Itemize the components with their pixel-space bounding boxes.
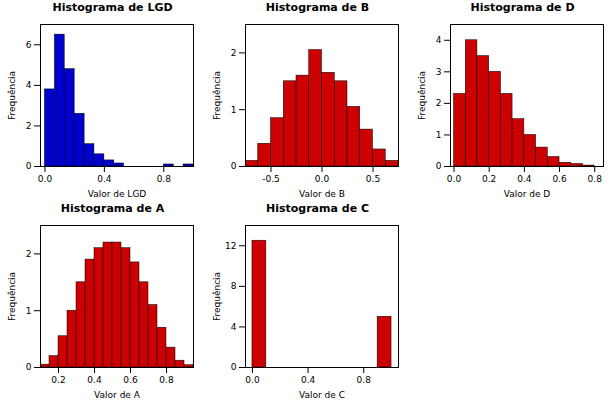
svg-text:Frequência: Frequência [212, 71, 222, 120]
html-text:Histograma de LGD: Histograma de LGD [52, 1, 173, 14]
html-text:Histograma de A: Histograma de A [60, 202, 165, 215]
svg-text:0.2: 0.2 [482, 174, 496, 184]
svg-text:3: 3 [436, 67, 442, 77]
svg-text:4: 4 [436, 35, 442, 45]
svg-text:2: 2 [436, 98, 442, 108]
svg-text:4: 4 [26, 80, 32, 90]
svg-text:2: 2 [26, 249, 32, 259]
svg-text:1: 1 [26, 306, 32, 316]
svg-text:0: 0 [231, 161, 237, 171]
svg-text:0: 0 [231, 362, 237, 372]
html-text:Histograma de D: Histograma de D [470, 1, 575, 14]
svg-text:0: 0 [26, 362, 32, 372]
svg-text:12: 12 [225, 241, 236, 251]
svg-text:2: 2 [26, 121, 32, 131]
svg-text:2: 2 [231, 48, 237, 58]
svg-text:0.0: 0.0 [447, 174, 462, 184]
svg-text:Valor de D: Valor de D [504, 189, 551, 199]
svg-text:6: 6 [26, 40, 32, 50]
svg-text:Valor de C: Valor de C [299, 390, 345, 400]
svg-text:0.8: 0.8 [588, 174, 603, 184]
svg-text:0.6: 0.6 [123, 375, 138, 385]
svg-text:0.4: 0.4 [87, 375, 102, 385]
svg-text:0: 0 [436, 161, 442, 171]
svg-text:0.4: 0.4 [517, 174, 532, 184]
svg-text:Frequência: Frequência [417, 71, 427, 120]
svg-text:0.8: 0.8 [157, 174, 172, 184]
svg-text:Frequência: Frequência [7, 272, 17, 321]
svg-text:1: 1 [231, 105, 237, 115]
svg-text:0.8: 0.8 [357, 375, 372, 385]
svg-text:1: 1 [436, 130, 442, 140]
svg-text:4: 4 [231, 322, 237, 332]
svg-text:0.5: 0.5 [366, 174, 380, 184]
svg-text:0.0: 0.0 [245, 375, 260, 385]
svg-text:Frequência: Frequência [7, 71, 17, 120]
svg-text:8: 8 [231, 281, 237, 291]
svg-text:0.8: 0.8 [159, 375, 174, 385]
svg-text:0.0: 0.0 [315, 174, 330, 184]
html-text:Histograma de B: Histograma de B [265, 1, 370, 14]
svg-text:Frequência: Frequência [212, 272, 222, 321]
svg-text:0.4: 0.4 [97, 174, 112, 184]
svg-text:Valor de A: Valor de A [94, 390, 141, 400]
svg-text:0.6: 0.6 [552, 174, 567, 184]
svg-text:Valor de B: Valor de B [299, 189, 345, 199]
svg-text:0.2: 0.2 [51, 375, 65, 385]
svg-text:0.4: 0.4 [301, 375, 316, 385]
svg-text:-0.5: -0.5 [262, 174, 280, 184]
html-text:Histograma de C: Histograma de C [266, 202, 369, 215]
svg-text:0: 0 [26, 161, 32, 171]
svg-text:0.0: 0.0 [38, 174, 53, 184]
svg-text:Valor de LGD: Valor de LGD [88, 189, 147, 199]
